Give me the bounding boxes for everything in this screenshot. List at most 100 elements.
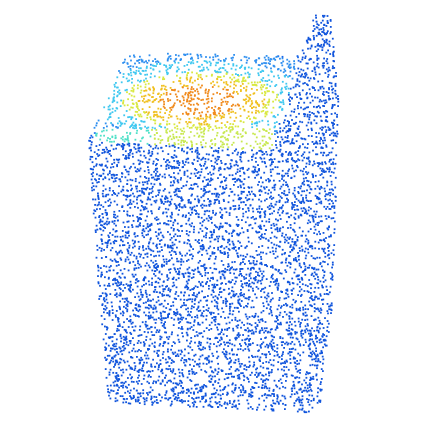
point [297, 125, 300, 128]
point [155, 167, 157, 170]
point [200, 332, 203, 334]
point [268, 147, 271, 150]
point [277, 322, 279, 325]
point [241, 274, 243, 277]
point [177, 90, 180, 93]
point [210, 396, 213, 399]
point [223, 63, 226, 66]
point [239, 294, 242, 297]
point [291, 206, 293, 209]
point [147, 298, 150, 301]
point [141, 108, 144, 110]
point [322, 87, 325, 90]
point [272, 57, 275, 60]
point [190, 88, 193, 90]
point [316, 256, 319, 259]
point [180, 132, 182, 135]
point [104, 122, 107, 125]
point [159, 135, 162, 137]
point [97, 194, 99, 197]
point [266, 206, 269, 209]
point [256, 367, 258, 370]
point [160, 315, 163, 317]
point [316, 353, 319, 356]
point [233, 353, 235, 356]
point [182, 144, 185, 146]
point [114, 314, 117, 317]
point [172, 281, 175, 284]
point [192, 124, 195, 126]
point [265, 55, 268, 57]
point [297, 192, 300, 195]
point [209, 311, 211, 314]
point [317, 33, 320, 36]
point [177, 181, 180, 184]
point [317, 391, 319, 394]
point [122, 244, 124, 247]
point [153, 75, 156, 78]
point [261, 353, 264, 355]
point [236, 131, 239, 133]
point [108, 198, 111, 201]
point [228, 95, 231, 98]
point [273, 395, 275, 397]
point [175, 270, 177, 273]
point [146, 142, 149, 145]
point [258, 267, 261, 270]
point [132, 260, 135, 263]
point [196, 308, 198, 311]
point [313, 67, 316, 70]
point [179, 82, 182, 85]
point [319, 98, 322, 101]
point [132, 200, 135, 203]
point [180, 316, 183, 319]
point [176, 313, 179, 315]
point [181, 326, 183, 328]
point [299, 75, 302, 78]
point [295, 367, 298, 370]
point [173, 377, 176, 380]
point [336, 124, 339, 126]
point [325, 60, 328, 62]
point [314, 45, 317, 48]
point [112, 98, 115, 101]
point [192, 62, 195, 65]
point [284, 397, 287, 400]
point [225, 130, 228, 132]
point [281, 91, 284, 93]
point [297, 186, 300, 189]
point [318, 44, 320, 47]
point [213, 316, 215, 318]
point [156, 352, 158, 355]
point [215, 61, 218, 64]
point [264, 393, 267, 395]
point [293, 387, 296, 390]
point [290, 312, 292, 315]
point [308, 403, 311, 406]
point [288, 348, 291, 350]
point [328, 203, 331, 205]
point [137, 218, 140, 221]
point [180, 225, 182, 228]
point [177, 318, 180, 321]
point [160, 164, 163, 167]
point [265, 356, 267, 359]
point [263, 224, 266, 227]
point [242, 98, 245, 101]
point [190, 380, 193, 382]
point [203, 193, 206, 195]
point [202, 306, 205, 308]
point [234, 338, 237, 341]
point [223, 59, 225, 61]
point [150, 331, 153, 333]
point [101, 273, 103, 276]
point [268, 90, 270, 93]
point [251, 386, 254, 388]
point [231, 348, 233, 351]
point [139, 194, 142, 197]
point [142, 120, 145, 123]
point [150, 72, 152, 75]
point [308, 382, 311, 385]
point [278, 228, 281, 230]
point [206, 281, 208, 283]
